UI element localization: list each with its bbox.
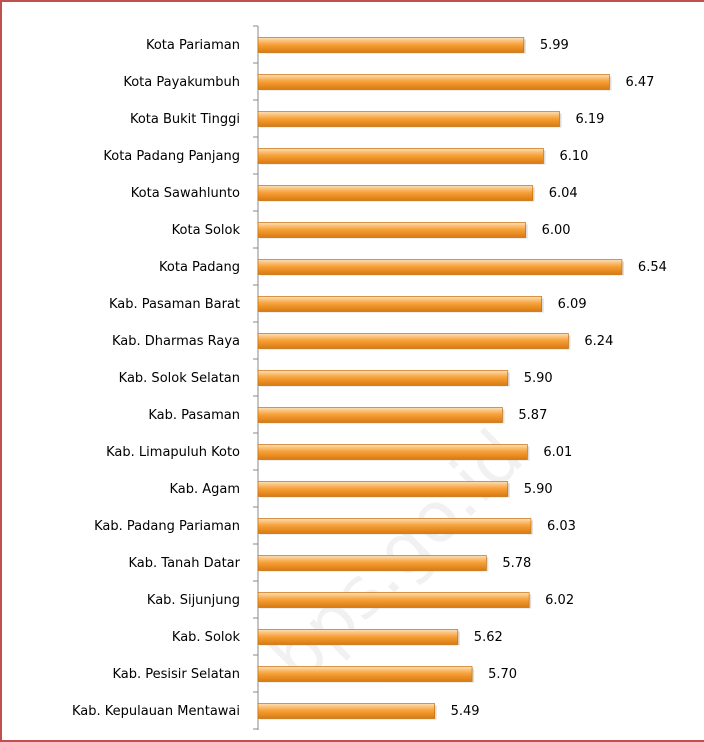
bar — [257, 333, 569, 349]
bar — [257, 518, 532, 534]
y-tick-label: Kota Padang Panjang — [103, 149, 240, 164]
value-label: 5.78 — [502, 556, 531, 571]
value-label: 6.02 — [545, 593, 574, 608]
bar — [257, 629, 459, 645]
bar — [257, 703, 435, 719]
y-tick-label: Kab. Tanah Datar — [129, 556, 241, 571]
value-label: 6.47 — [625, 75, 654, 90]
value-label: 5.70 — [488, 667, 517, 682]
value-label: 5.62 — [474, 630, 503, 645]
bar — [257, 407, 503, 423]
value-label: 5.90 — [524, 482, 553, 497]
bar — [257, 222, 526, 238]
bar — [257, 74, 610, 90]
value-label: 5.90 — [524, 371, 553, 386]
value-label: 6.24 — [584, 334, 613, 349]
bar — [257, 444, 528, 460]
y-tick-label: Kab. Limapuluh Koto — [106, 445, 240, 460]
bar — [257, 259, 623, 275]
y-tick-label: Kab. Agam — [169, 482, 240, 497]
value-label: 5.49 — [451, 704, 480, 719]
bar — [257, 148, 544, 164]
value-label: 6.03 — [547, 519, 576, 534]
y-tick-label: Kota Pariaman — [146, 38, 240, 53]
y-tick-label: Kota Padang — [159, 260, 240, 275]
value-label: 6.00 — [542, 223, 571, 238]
y-tick-label: Kab. Solok Selatan — [119, 371, 240, 386]
value-label: 6.01 — [543, 445, 572, 460]
y-tick-label: Kota Bukit Tinggi — [130, 112, 240, 127]
bar — [257, 592, 530, 608]
bar — [257, 555, 487, 571]
value-label: 5.99 — [540, 38, 569, 53]
bar — [257, 185, 534, 201]
value-label: 6.04 — [549, 186, 578, 201]
y-tick-label: Kota Solok — [172, 223, 241, 238]
y-tick-label: Kab. Padang Pariaman — [94, 519, 240, 534]
value-label: 6.54 — [638, 260, 667, 275]
y-tick-label: Kab. Pasaman Barat — [109, 297, 240, 312]
y-tick-label: Kab. Sijunjung — [147, 593, 240, 608]
value-label: 6.10 — [559, 149, 588, 164]
y-tick-label: Kab. Pasaman — [148, 408, 240, 423]
y-tick-label: Kota Sawahlunto — [131, 186, 240, 201]
value-label: 6.19 — [575, 112, 604, 127]
bar — [257, 666, 473, 682]
bar — [257, 296, 543, 312]
bar — [257, 111, 560, 127]
y-tick-label: Kota Payakumbuh — [123, 75, 240, 90]
y-tick-label: Kab. Kepulauan Mentawai — [72, 704, 240, 719]
bar — [257, 370, 509, 386]
y-tick-label: Kab. Solok — [172, 630, 241, 645]
value-label: 5.87 — [518, 408, 547, 423]
y-tick-label: Kab. Pesisir Selatan — [112, 667, 240, 682]
bar — [257, 481, 509, 497]
value-label: 6.09 — [558, 297, 587, 312]
bar — [257, 37, 525, 53]
y-tick-label: Kab. Dharmas Raya — [112, 334, 240, 349]
